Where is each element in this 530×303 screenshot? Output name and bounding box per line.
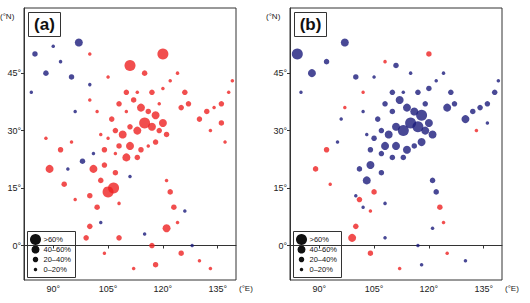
svg-text:45°: 45° — [273, 68, 287, 78]
svg-text:120°: 120° — [154, 284, 173, 294]
svg-text:15°: 15° — [7, 183, 21, 193]
svg-text:90°: 90° — [312, 284, 326, 294]
svg-text:>60%: >60% — [44, 235, 64, 244]
svg-text:0–20%: 0–20% — [44, 265, 68, 274]
svg-text:30°: 30° — [7, 126, 21, 136]
svg-text:0°: 0° — [278, 241, 287, 251]
svg-text:(°E): (°E) — [239, 284, 253, 293]
svg-text:(°E): (°E) — [505, 284, 519, 293]
svg-text:20–40%: 20–40% — [44, 255, 72, 264]
svg-text:90°: 90° — [46, 284, 60, 294]
svg-text:20–40%: 20–40% — [310, 255, 338, 264]
svg-text:40–60%: 40–60% — [44, 245, 72, 254]
svg-text:105°: 105° — [99, 284, 118, 294]
svg-text:120°: 120° — [420, 284, 439, 294]
svg-text:105°: 105° — [365, 284, 384, 294]
svg-text:(°N): (°N) — [0, 12, 15, 21]
svg-text:15°: 15° — [273, 183, 287, 193]
svg-text:>60%: >60% — [310, 235, 330, 244]
svg-text:(a): (a) — [34, 15, 55, 34]
svg-text:0–20%: 0–20% — [310, 265, 334, 274]
svg-text:135°: 135° — [474, 284, 493, 294]
svg-text:135°: 135° — [208, 284, 227, 294]
svg-text:30°: 30° — [273, 126, 287, 136]
svg-text:40–60%: 40–60% — [310, 245, 338, 254]
svg-text:(°N): (°N) — [266, 12, 281, 21]
svg-text:(b): (b) — [300, 15, 322, 34]
svg-text:0°: 0° — [12, 241, 21, 251]
svg-text:45°: 45° — [7, 68, 21, 78]
